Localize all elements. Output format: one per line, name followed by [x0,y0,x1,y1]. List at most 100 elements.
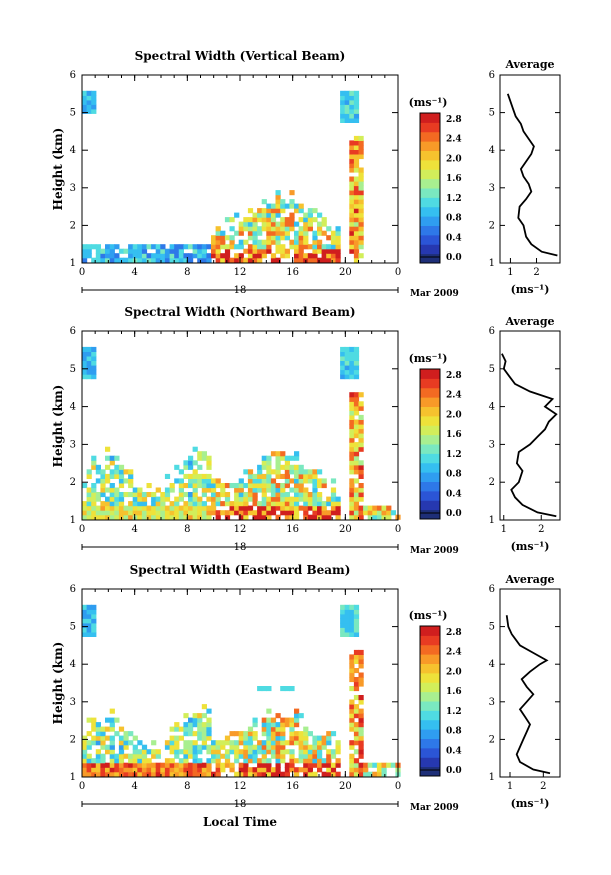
average-y-tick-label: 1 [489,515,495,526]
heatmap-cell [358,487,364,493]
heatmap-cell [266,208,272,214]
heatmap-cell [349,627,355,633]
heatmap-cell [252,767,258,773]
heatmap-cell [266,217,272,223]
heatmap-cell [238,230,244,236]
heatmap-cell [169,483,175,489]
heatmap-cell [247,496,254,502]
heatmap-cell [206,460,212,466]
heatmap-cell [353,442,360,448]
heatmap-cell [91,346,97,352]
heatmap-cell [188,514,194,520]
heatmap-cell [155,257,161,263]
heatmap-cell [317,514,323,520]
heatmap-cell [353,95,360,101]
heatmap-cell [141,257,148,263]
heatmap-cell [335,257,341,263]
heatmap-cell [82,374,88,380]
heatmap-cell [220,483,226,489]
x-tick-label: 20 [339,267,352,278]
heatmap-cell [298,469,304,475]
heatmap-cell [261,487,267,493]
heatmap-cell [349,374,355,380]
heatmap-cell [335,226,341,232]
heatmap-cell [155,771,161,777]
heatmap-cell [294,483,300,489]
heatmap-cell [91,355,97,361]
heatmap-cell [275,758,281,764]
heatmap-cell [238,483,244,489]
heatmap-cell [243,483,249,489]
heatmap-cell [321,758,327,764]
average-y-tick-label: 5 [489,108,495,119]
heatmap-cell [86,758,92,764]
heatmap-cell [82,355,88,361]
heatmap-cell [353,369,360,375]
heatmap-cell [307,505,313,511]
heatmap-cell [114,514,120,520]
heatmap-cell [252,483,258,489]
heatmap-cell [105,496,111,502]
heatmap-cell [381,514,387,520]
heatmap-cell [275,244,281,250]
average-x-tick-label: 1 [507,267,513,278]
heatmap-cell [220,257,226,263]
heatmap-cell [353,419,360,425]
heatmap-cell [261,758,267,764]
heatmap-cell [243,257,249,263]
heatmap-cell [183,767,189,773]
heatmap-cell [86,627,92,633]
heatmap-cell [261,510,267,516]
heatmap-cell [349,226,355,232]
heatmap-cell [137,510,143,516]
heatmap-cell [118,464,125,470]
heatmap-cell [109,473,115,479]
heatmap-cell [280,217,286,223]
heatmap-cell [275,226,281,232]
heatmap-cell [312,248,318,254]
heatmap-cell [307,212,313,218]
heatmap-cell [215,501,221,507]
heatmap-cell [178,492,184,498]
heatmap-cell [353,731,360,737]
heatmap-cell [123,753,129,759]
heatmap-cell [303,740,309,746]
heatmap-cell [160,248,166,254]
heatmap-cell [252,257,258,263]
heatmap-cell [100,762,106,768]
heatmap-cell [234,510,240,516]
heatmap-cell [95,740,101,746]
colorbar-swatch [420,244,440,255]
heatmap-cell [169,505,175,511]
heatmap-cell [95,767,101,773]
average-x-label: (ms⁻¹) [511,283,550,296]
heatmap-cell [109,749,115,755]
heatmap-cell [312,235,318,241]
panel-title: Spectral Width (Eastward Beam) [130,563,351,577]
heatmap-cell [289,686,295,692]
heatmap-cell [146,514,152,520]
average-y-tick-label: 4 [489,145,495,156]
heatmap-cell [252,217,258,223]
colorbar-unit: (ms⁻¹) [409,352,448,365]
heatmap-cell [118,505,125,511]
heatmap-cell [174,762,180,768]
heatmap-cell [95,722,101,728]
heatmap-cell [270,253,277,259]
heatmap-cell [261,717,267,723]
heatmap-cell [220,239,226,245]
heatmap-cell [164,253,171,259]
heatmap-cell [312,217,318,223]
heatmap-cell [298,753,304,759]
heatmap-cell [289,244,295,250]
heatmap-cell [183,510,189,516]
heatmap-cell [105,455,111,461]
heatmap-cell [82,104,88,110]
heatmap-cell [197,767,203,773]
heatmap-cell [137,253,143,259]
heatmap-cell [220,487,226,493]
heatmap-cell [312,253,318,259]
heatmap-cell [86,731,92,737]
heatmap-cell [183,740,189,746]
x-tick-label: 20 [339,781,352,792]
